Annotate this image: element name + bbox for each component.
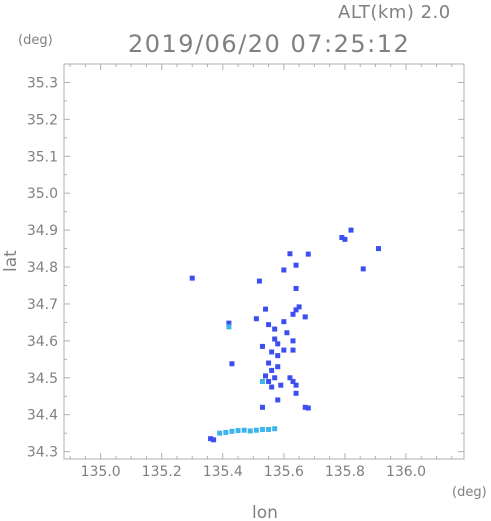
y-tick-label: 34.8: [27, 260, 58, 276]
x-tick-label: 135.0: [81, 464, 121, 480]
echo-point: [208, 436, 214, 442]
echo-point: [293, 382, 299, 388]
echo-point: [275, 341, 281, 347]
echo-point: [259, 343, 265, 349]
x-tick-label: 135.8: [325, 464, 365, 480]
echo-point: [256, 278, 262, 284]
echo-point: [275, 397, 281, 403]
echo-point: [305, 405, 311, 411]
echo-point: [290, 378, 296, 384]
x-tick-label: 135.6: [264, 464, 304, 480]
echo-point: [284, 330, 290, 336]
echo-point: [287, 251, 293, 257]
echo-point: [296, 304, 302, 310]
echo-point: [272, 426, 278, 432]
x-tick-label: 135.2: [142, 464, 182, 480]
x-axis-label: lon: [252, 503, 278, 521]
echo-point: [259, 378, 265, 384]
y-axis-label: lat: [1, 250, 21, 272]
echo-point: [302, 314, 308, 320]
y-tick-label: 34.5: [27, 371, 58, 387]
echo-point: [281, 319, 287, 325]
echo-point: [360, 266, 366, 272]
echo-point: [259, 404, 265, 410]
echo-point: [266, 360, 272, 366]
y-tick-label: 35.1: [27, 149, 58, 165]
echo-point: [293, 262, 299, 268]
y-tick-label: 35.0: [27, 186, 58, 202]
y-tick-label: 34.4: [27, 408, 58, 424]
x-tick-label: 135.4: [203, 464, 243, 480]
chart-title: 2019/06/20 07:25:12: [128, 30, 410, 58]
y-tick-label: 35.2: [27, 112, 58, 128]
altitude-label: ALT(km) 2.0: [338, 2, 451, 23]
echo-point: [263, 373, 269, 379]
echo-point: [287, 375, 293, 381]
echo-point: [266, 378, 272, 384]
echo-point: [241, 427, 247, 433]
echo-point: [235, 428, 241, 434]
echo-point: [226, 320, 232, 326]
echo-point: [272, 326, 278, 332]
y-tick-label: 34.6: [27, 334, 58, 350]
echo-point: [272, 336, 278, 342]
echo-point: [269, 384, 275, 390]
x-unit-label: (deg): [452, 485, 487, 500]
x-tick-label: 136.0: [386, 464, 426, 480]
echo-point: [278, 382, 284, 388]
echo-point: [281, 267, 287, 273]
echo-points: [189, 227, 382, 443]
echo-point: [211, 437, 217, 443]
y-unit-label: (deg): [18, 33, 53, 48]
echo-point: [293, 390, 299, 396]
echo-point: [281, 347, 287, 353]
echo-point: [339, 235, 345, 241]
echo-point: [272, 375, 278, 381]
echo-point: [189, 275, 195, 281]
echo-point: [290, 347, 296, 353]
echo-point: [290, 311, 296, 317]
echo-point: [229, 361, 235, 367]
echo-point: [290, 338, 296, 344]
y-tick-label: 34.7: [27, 297, 58, 313]
echo-point: [217, 430, 223, 436]
echo-point: [253, 316, 259, 322]
echo-point: [275, 353, 281, 359]
echo-point: [247, 428, 253, 434]
plot-frame: [63, 63, 465, 460]
y-tick-label: 34.3: [27, 445, 58, 461]
y-tick-label: 35.3: [27, 75, 58, 91]
echo-point: [342, 236, 348, 242]
echo-point: [263, 306, 269, 312]
echo-point: [266, 322, 272, 328]
y-tick-label: 34.9: [27, 223, 58, 239]
echo-point: [253, 427, 259, 433]
axis-ticks: 135.0 135.2 135.4 135.6 135.8 136.0 34.3 34.4 34…: [27, 63, 464, 480]
echo-point: [302, 404, 308, 410]
echo-point: [376, 246, 382, 252]
echo-point: [293, 307, 299, 313]
echo-point: [269, 349, 275, 355]
echo-point: [305, 251, 311, 257]
echo-point: [223, 429, 229, 435]
echo-point: [269, 367, 275, 373]
echo-point: [226, 324, 232, 330]
echo-point: [259, 426, 265, 432]
echo-point: [293, 285, 299, 291]
echo-point: [348, 227, 354, 233]
echo-point: [275, 364, 281, 370]
echo-point: [229, 428, 235, 434]
echo-point: [266, 426, 272, 432]
